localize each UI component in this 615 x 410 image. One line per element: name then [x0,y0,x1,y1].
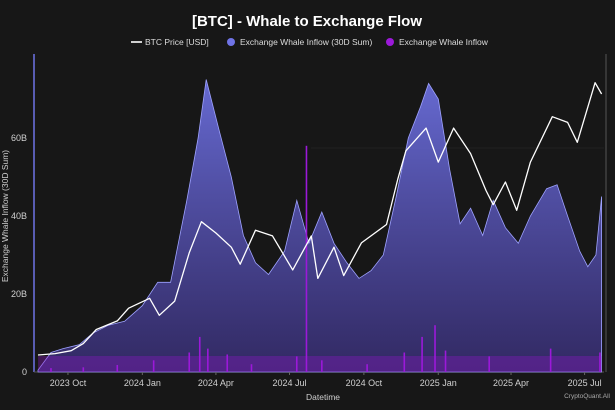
bar-whale-inflow-5 [198,336,201,372]
watermark: CryptoQuant.All [564,393,610,400]
bar-whale-inflow-14 [421,336,423,372]
bar-whale-inflow-11 [321,360,323,372]
bar-whale-inflow-9 [295,356,298,372]
bar-whale-inflow-16 [444,350,447,372]
legend-swatch-1 [227,38,235,46]
legend: BTC Price [USD] Exchange Whale Inflow (30… [131,37,489,47]
inflow-band [38,356,602,372]
bar-whale-inflow-10 [305,145,308,372]
bar-whale-inflow-18 [549,348,552,372]
bar-whale-inflow-2 [116,364,119,372]
y-axis-label: Exchange Whale Inflow (30D Sum) [0,150,10,282]
x-tick-label-4: 2024 Oct [346,378,383,388]
series-area-whale-inflow-30d [37,79,602,373]
legend-label-2: Exchange Whale Inflow [399,37,489,47]
bar-whale-inflow-6 [207,348,209,372]
y-tick-label-0: 0 [22,367,27,377]
x-tick-label-5: 2025 Jan [420,378,457,388]
y-tick-label-2: 40B [11,211,27,221]
chart-title: [BTC] - Whale to Exchange Flow [192,13,422,30]
bar-whale-inflow-7 [226,354,229,372]
bar-whale-inflow-4 [188,352,191,372]
bar-whale-inflow-12 [366,364,368,372]
legend-label-1: Exchange Whale Inflow (30D Sum) [240,37,372,47]
x-tick-label-2: 2024 Apr [198,378,234,388]
x-tick-label-7: 2025 Jul [568,378,602,388]
bar-whale-inflow-0 [50,368,52,372]
y-tick-label-3: 60B [11,133,27,143]
x-axis-label: Datetime [306,392,340,402]
x-tick-label-6: 2025 Apr [493,378,529,388]
plot-area: 0 20B 40B 60B 2023 Oct 2024 Jan 2024 Apr 2024 J… [11,54,607,388]
x-tick-label-3: 2024 Jul [272,378,306,388]
bar-whale-inflow-8 [250,364,253,372]
legend-label-0: BTC Price [USD] [145,37,209,47]
bar-whale-inflow-3 [152,360,155,372]
bar-whale-inflow-15 [434,325,436,372]
y-tick-label-1: 20B [11,289,27,299]
bar-whale-inflow-19 [599,352,601,372]
bar-whale-inflow-13 [403,352,406,372]
x-tick-label-1: 2024 Jan [124,378,161,388]
legend-swatch-2 [386,38,394,46]
bar-whale-inflow-1 [82,367,85,372]
bar-whale-inflow-17 [488,356,490,372]
x-tick-label-0: 2023 Oct [50,378,87,388]
series-line-btc-price [37,82,603,356]
